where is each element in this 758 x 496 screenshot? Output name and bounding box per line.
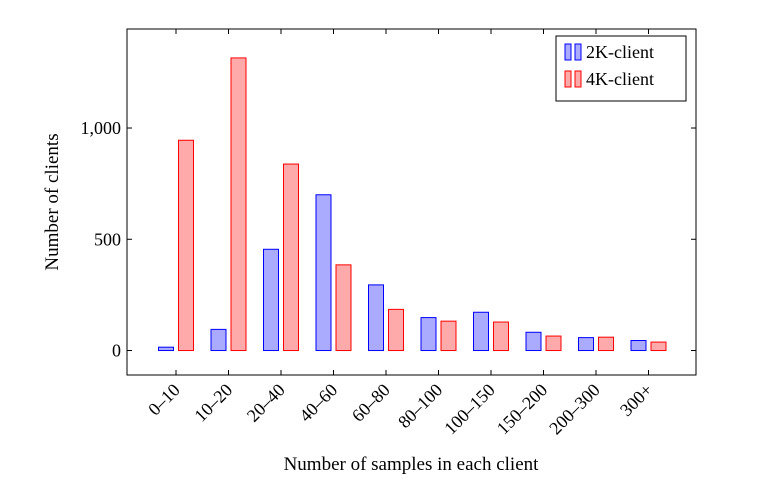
x-tick-label: 100–150	[440, 380, 499, 439]
x-tick-label: 300+	[616, 380, 656, 420]
bar-4k-client-2	[283, 163, 299, 352]
x-tick-label: 80–100	[394, 380, 446, 432]
y-tick-label: 1,000	[81, 118, 122, 138]
legend-swatch	[564, 43, 572, 61]
x-tick-label: 150–200	[493, 380, 552, 439]
y-tick-labels: 0 500 1,000	[81, 118, 122, 361]
bar-4k-client-1	[230, 57, 247, 352]
bar-4k-client-7	[545, 335, 562, 352]
bar-2k-client-4	[368, 284, 384, 352]
legend-label-4k-client: 4K-client	[586, 69, 654, 89]
bar-4k-client-6	[493, 321, 509, 352]
bar-4k-client-8	[598, 336, 614, 352]
x-tick-labels: 0–10 10–20 20–40 40–60 60–80 80–100100–150150…	[144, 380, 656, 439]
bar-2k-client-8	[578, 337, 594, 352]
y-tick-label: 500	[94, 229, 121, 249]
x-axis-title: Number of samples in each client	[284, 454, 540, 475]
x-tick-label: 60–80	[348, 380, 394, 426]
bar-4k-client-5	[440, 320, 457, 352]
legend-swatch	[574, 70, 582, 88]
bar-2k-client-0	[158, 346, 174, 352]
x-tick-label: 40–60	[295, 380, 341, 426]
plot-area-frame	[126, 28, 697, 376]
x-tick-label: 200–300	[545, 380, 604, 439]
bar-2k-client-2	[263, 248, 279, 352]
bar-2k-client-3	[315, 194, 332, 352]
x-tick-label: 10–20	[190, 380, 236, 426]
legend-swatch	[574, 43, 582, 61]
bar-2k-client-1	[210, 328, 227, 352]
axis-ticks	[127, 29, 696, 375]
bar-4k-client-9	[650, 341, 667, 352]
legend-label-2k-client: 2K-client	[586, 42, 654, 62]
legend-item-2k-client: 2K-client	[564, 42, 654, 62]
legend: 2K-client 4K-client	[555, 35, 687, 102]
legend-item-4k-client: 4K-client	[564, 69, 654, 89]
bar-4k-client-0	[178, 139, 194, 352]
bar-4k-client-4	[388, 308, 404, 352]
x-tick-label: 20–40	[243, 380, 289, 426]
bar-2k-client-7	[525, 331, 542, 352]
x-tick-label: 0–10	[144, 380, 184, 420]
bar-2k-client-6	[473, 311, 489, 352]
legend-swatch	[564, 70, 572, 88]
y-tick-label: 0	[112, 341, 121, 361]
bar-2k-client-5	[420, 317, 437, 352]
bars-layer	[158, 57, 667, 352]
bar-4k-client-3	[335, 264, 352, 352]
bar-2k-client-9	[630, 340, 647, 352]
y-axis-title: Number of clients	[42, 133, 63, 270]
